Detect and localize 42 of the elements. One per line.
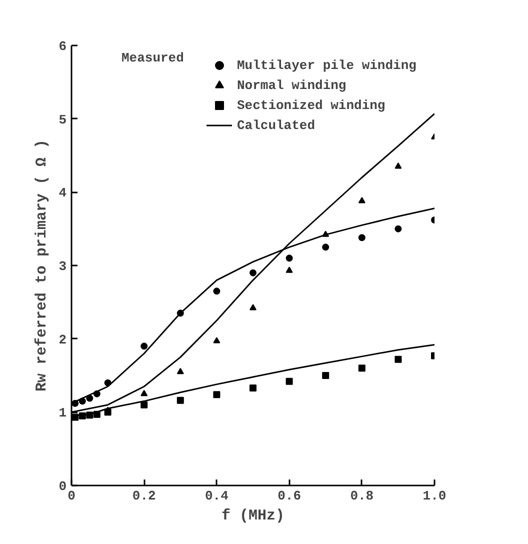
point [394,162,402,169]
y-tick-label: 3 [58,259,67,274]
point [213,288,220,295]
point [86,394,94,402]
point [322,372,330,379]
x-tick-label: 0.2 [132,488,156,504]
y-tick-label: 4 [58,186,67,201]
point [250,304,256,310]
legend-label: Calculated [237,116,316,134]
point [358,197,366,204]
x-tick-label: 0.8 [350,488,374,504]
point [286,254,293,262]
point [213,391,220,398]
y-tick-label: 0 [58,479,67,494]
point [213,337,220,344]
x-tick-label: 0.6 [278,488,302,504]
point [250,269,256,276]
y-tick-label: 2 [58,332,67,348]
annotation: Measured [122,50,184,66]
point [140,342,148,350]
point [286,378,293,385]
y-axis-title: Rw referred to primary ( Ω ) [34,139,51,392]
legend-label: Multilayer pile winding [237,56,416,74]
x-tick-label: 0.4 [205,488,229,504]
x-tick-label: 1.0 [422,488,446,504]
y-tick-label: 5 [58,112,67,128]
point [140,390,148,396]
point [394,225,402,232]
point [176,368,184,374]
point [358,234,366,242]
y-tick-label: 1 [58,406,67,421]
point [394,356,402,363]
point [322,244,330,251]
point [176,396,184,404]
legend-label: Sectionized winding [237,96,386,114]
point [358,364,366,372]
x-axis-title: f (MHz) [221,508,285,524]
point [140,401,148,408]
point [250,384,256,392]
point [286,266,293,273]
legend-label: Normal winding [237,76,346,94]
y-tick-label: 6 [58,39,67,54]
